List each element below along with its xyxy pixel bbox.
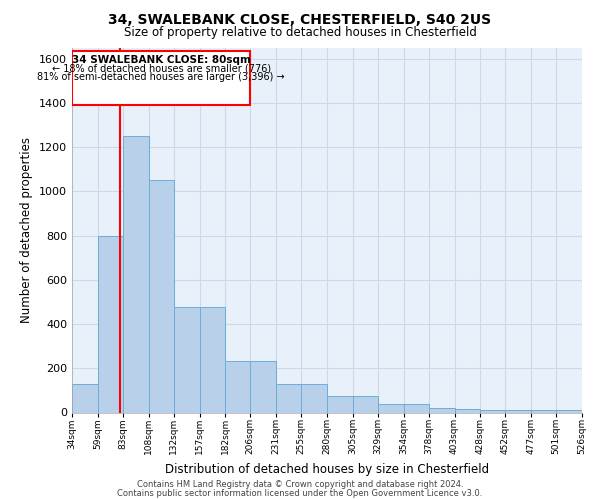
Y-axis label: Number of detached properties: Number of detached properties (20, 137, 34, 323)
Bar (199, 308, 226, 412)
Bar (404, 404, 428, 412)
Bar (250, 360, 276, 412)
Bar (72, 384, 98, 412)
Text: 81% of semi-detached houses are larger (3,396) →: 81% of semi-detached houses are larger (… (37, 72, 285, 82)
Text: ← 18% of detached houses are smaller (776): ← 18% of detached houses are smaller (77… (52, 64, 271, 74)
X-axis label: Distribution of detached houses by size in Chesterfield: Distribution of detached houses by size … (165, 463, 489, 476)
Bar (123, 136, 149, 412)
Text: Contains public sector information licensed under the Open Government Licence v3: Contains public sector information licen… (118, 488, 482, 498)
Text: Size of property relative to detached houses in Chesterfield: Size of property relative to detached ho… (124, 26, 476, 39)
Bar (505, 410, 531, 412)
Bar (276, 384, 301, 412)
Bar (531, 410, 556, 412)
Bar (353, 396, 378, 412)
Bar (556, 410, 582, 412)
Bar (455, 408, 481, 412)
Bar (173, 308, 199, 412)
Bar (481, 410, 505, 412)
Bar (327, 396, 353, 412)
Text: 34 SWALEBANK CLOSE: 80sqm: 34 SWALEBANK CLOSE: 80sqm (72, 55, 251, 65)
Bar (226, 360, 250, 412)
Text: 34, SWALEBANK CLOSE, CHESTERFIELD, S40 2US: 34, SWALEBANK CLOSE, CHESTERFIELD, S40 2… (109, 12, 491, 26)
Bar (378, 404, 404, 412)
Bar (149, 180, 173, 412)
Text: Contains HM Land Registry data © Crown copyright and database right 2024.: Contains HM Land Registry data © Crown c… (137, 480, 463, 489)
Bar (428, 408, 455, 412)
Bar (301, 384, 327, 412)
Bar (98, 236, 123, 412)
Bar (72, 51, 250, 105)
